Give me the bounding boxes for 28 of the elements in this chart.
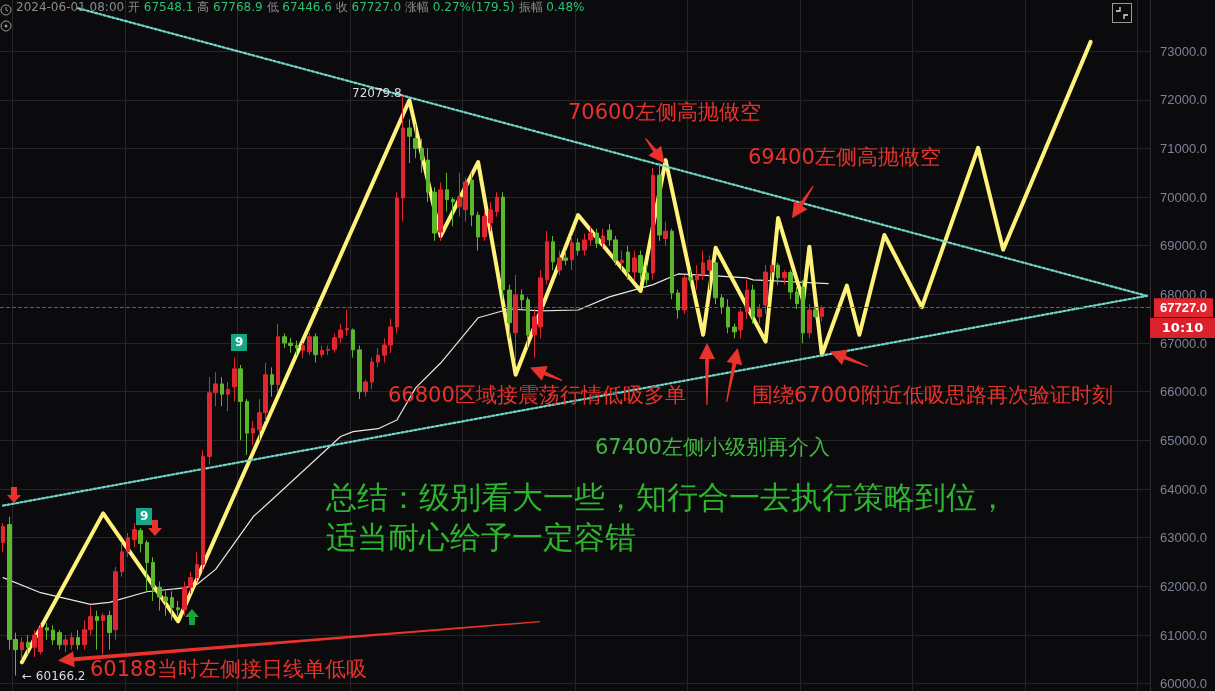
y-tick-label: 63000.0 — [1160, 530, 1207, 546]
annotation: ← 60166.2 — [22, 669, 86, 684]
annotation: 67400左侧小级别再介入 — [595, 434, 830, 461]
y-tick-label: 62000.0 — [1160, 578, 1207, 594]
text: 2024-06-01 08:00 开 67548.1 高 67768.9 低 67446.6 收 67727.0 涨幅 0.27%(179.5) 振幅 0.48% — [16, 0, 585, 14]
y-tick-label: 66000.0 — [1160, 384, 1207, 400]
annotation: 适当耐心给予一定容错 — [326, 518, 636, 557]
annotation: 70600左侧高抛做空 — [568, 99, 761, 126]
y-tick-label: 71000.0 — [1160, 140, 1207, 156]
y-tick-label: 69000.0 — [1160, 238, 1207, 254]
annotation: 9 — [136, 508, 153, 525]
y-tick-label: 60000.0 — [1160, 676, 1207, 691]
y-tick-label: 67000.0 — [1160, 335, 1207, 351]
y-tick-label: 65000.0 — [1160, 432, 1207, 448]
annotation: 总结：级别看大一些，知行合一去执行策略到位， — [326, 478, 1008, 517]
annotation: 9 — [231, 334, 248, 351]
y-tick-label: 73000.0 — [1160, 43, 1207, 59]
y-tick-label: 68000.0 — [1160, 286, 1207, 302]
y-tick-label: 72000.0 — [1160, 92, 1207, 108]
annotation: 72079.8 — [352, 86, 402, 101]
text: 10:10 — [1161, 320, 1204, 335]
annotation: 60188当时左侧接日线单低吸 — [90, 656, 367, 683]
y-tick-label: 70000.0 — [1160, 189, 1207, 205]
annotation: 围绕67000附近低吸思路再次验证时刻 — [752, 382, 1113, 409]
ref-line-label: 67727.0 — [1160, 300, 1207, 316]
annotation: 69400左侧高抛做空 — [748, 144, 941, 171]
y-tick-label: 61000.0 — [1160, 627, 1207, 643]
y-tick-label: 64000.0 — [1160, 481, 1207, 497]
